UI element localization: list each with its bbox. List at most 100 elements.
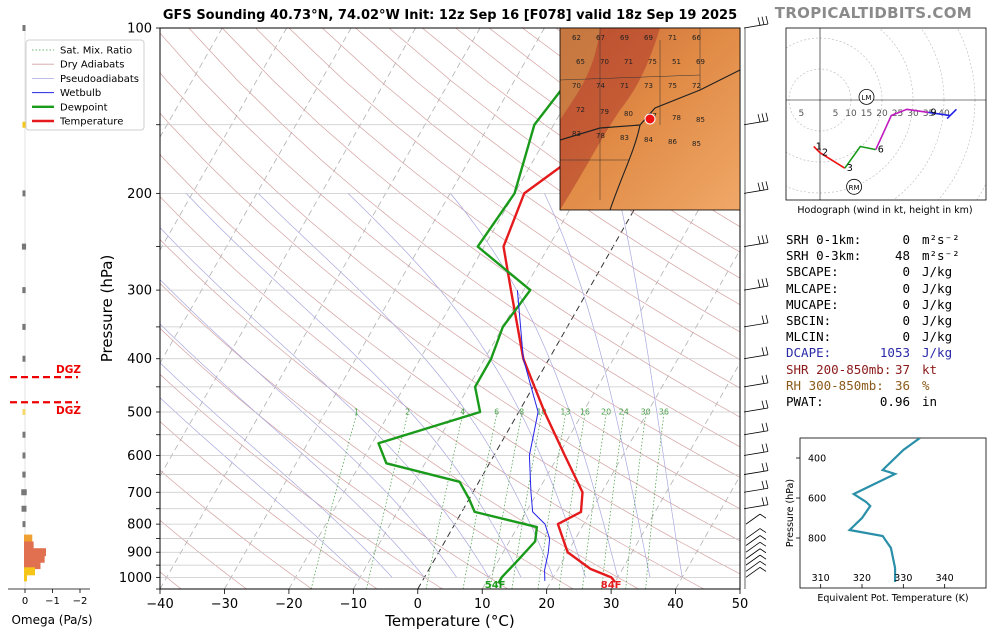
wind-barb: [743, 285, 769, 291]
parameters-table: SRH 0-1km: 0 m²s⁻² SRH 0-3km: 48 m²s⁻² SBCAPE:…: [786, 232, 986, 410]
x-tick-label: 10: [474, 597, 491, 612]
isotherm: [224, 28, 545, 589]
x-tick-label: 30: [603, 597, 620, 612]
wind-barb: [743, 354, 769, 360]
omega-tick-label: −2: [73, 596, 88, 607]
omega-axis-label: Omega (Pa/s): [11, 613, 92, 627]
y-tick-label: 100: [127, 22, 152, 37]
pseudoadiabat: [347, 193, 586, 578]
map-value-label: 67: [596, 34, 605, 42]
hodograph-height-label: 1: [816, 142, 822, 153]
dry-adiabat: [322, 28, 740, 333]
map-content: 62 67 69 69 71 66 65 70 71 75 51 69 70 74 71 73 75 72 72 79…: [560, 28, 740, 210]
theta-e-y-tick-label: 600: [808, 494, 826, 505]
wind-barb-flag: [761, 16, 765, 25]
parameter-label: SBCAPE:: [786, 264, 839, 280]
chart-title: GFS Sounding 40.73°N, 74.02°W Init: 12z …: [162, 8, 738, 23]
wind-barb: [745, 560, 761, 572]
parameter-row: SRH 0-3km: 48 m²s⁻²: [786, 248, 986, 264]
wind-barb-flag: [761, 400, 765, 409]
mixing-ratio-line: [425, 411, 464, 589]
hodograph-marker-label: RM: [849, 184, 860, 192]
hodograph-marker: [846, 178, 862, 195]
wind-barb: [759, 528, 767, 533]
wind-barb: [759, 560, 767, 566]
wind-barb-flag: [761, 444, 765, 453]
parameter-row: SBCIN: 0 J/kg: [786, 313, 986, 329]
parameter-label: SRH 0-3km:: [786, 248, 862, 264]
omega-tick-label: 0: [22, 596, 28, 607]
wind-barb-flag: [765, 480, 769, 489]
wind-barb: [743, 382, 769, 388]
hodograph-frame: [785, 27, 987, 201]
dry-adiabat: [160, 469, 313, 589]
parameter-value: 48: [894, 248, 910, 264]
map-frame: [559, 27, 741, 211]
wind-barb: [745, 535, 761, 546]
wind-barbs-column: [743, 15, 769, 589]
pseudoadiabat: [160, 362, 393, 578]
map-cool-region: [560, 28, 600, 120]
wind-barb: [759, 548, 767, 554]
parameter-unit: J/kg: [922, 345, 953, 361]
parameter-unit: J/kg: [922, 264, 953, 280]
theta-e-y-tick-label: 800: [808, 534, 826, 545]
brand-watermark: TROPICALTIDBITS.COM: [774, 4, 972, 22]
wind-barb: [743, 470, 769, 475]
mixing-ratio-line: [645, 411, 665, 589]
map-state-borders: [560, 28, 701, 200]
map-value-label: 65: [576, 58, 585, 66]
parameter-unit: J/kg: [922, 312, 953, 328]
omega-bar: [22, 452, 26, 459]
map-value-label: 84: [644, 136, 653, 144]
wind-barb: [745, 567, 761, 578]
parameter-label: RH 300-850mb:: [786, 377, 884, 393]
hodograph-title: Hodograph (wind in kt, height in km): [797, 205, 972, 216]
map-coastline: [609, 124, 641, 210]
wind-barb: [743, 188, 769, 194]
hodograph-marker-label: LM: [862, 94, 872, 102]
wind-barb-flag: [761, 423, 765, 432]
map-value-label: 85: [692, 140, 701, 148]
parameter-row: MLCIN: 0 J/kg: [786, 329, 986, 345]
hodograph-ring-label: 5: [799, 109, 805, 119]
map-value-label: 71: [620, 82, 629, 90]
skewt-frame: [159, 27, 741, 590]
hodograph-ring-label: 5: [833, 109, 839, 119]
hodograph-trace: [813, 145, 846, 169]
wind-barb-flag: [765, 374, 769, 383]
mixing-ratio-line: [582, 411, 607, 589]
y-tick-label: 400: [127, 352, 152, 367]
x-tick-label: −20: [275, 597, 302, 612]
map-value-label: 62: [572, 34, 581, 42]
x-tick-label: 40: [667, 597, 684, 612]
wind-barb-flag: [765, 112, 769, 121]
parameter-label: PWAT:: [786, 393, 824, 409]
omega-bar: [22, 190, 26, 197]
x-tick-label: 20: [538, 597, 555, 612]
legend-label: Dry Adiabats: [60, 60, 124, 71]
mixing-ratio-line: [601, 411, 625, 589]
omega-bar: [24, 567, 35, 576]
isotherm: [160, 28, 352, 364]
x-axis-label: Temperature (°C): [384, 612, 514, 630]
map-value-label: 71: [624, 58, 633, 66]
legend-label: Pseudoadiabats: [60, 74, 139, 85]
theta-e-x-tick-label: 330: [894, 573, 912, 584]
wind-barb-flag: [765, 314, 769, 323]
omega-bar: [21, 489, 27, 496]
wind-barb: [759, 513, 767, 519]
isotherm: [160, 28, 481, 589]
parameter-value: 0.96: [879, 393, 910, 409]
map-value-label: 66: [692, 34, 701, 42]
omega-bar: [22, 471, 26, 478]
dry-adiabat: [160, 32, 740, 478]
dry-adiabat: [160, 154, 740, 575]
wind-barb: [743, 430, 769, 436]
dry-adiabat: [188, 28, 740, 448]
mixing-ratio-line: [537, 411, 567, 589]
mixing-ratio-line: [511, 411, 543, 589]
dry-adiabat: [160, 239, 639, 589]
wind-barb-flag: [757, 279, 761, 288]
wind-barb-flag: [761, 315, 765, 324]
